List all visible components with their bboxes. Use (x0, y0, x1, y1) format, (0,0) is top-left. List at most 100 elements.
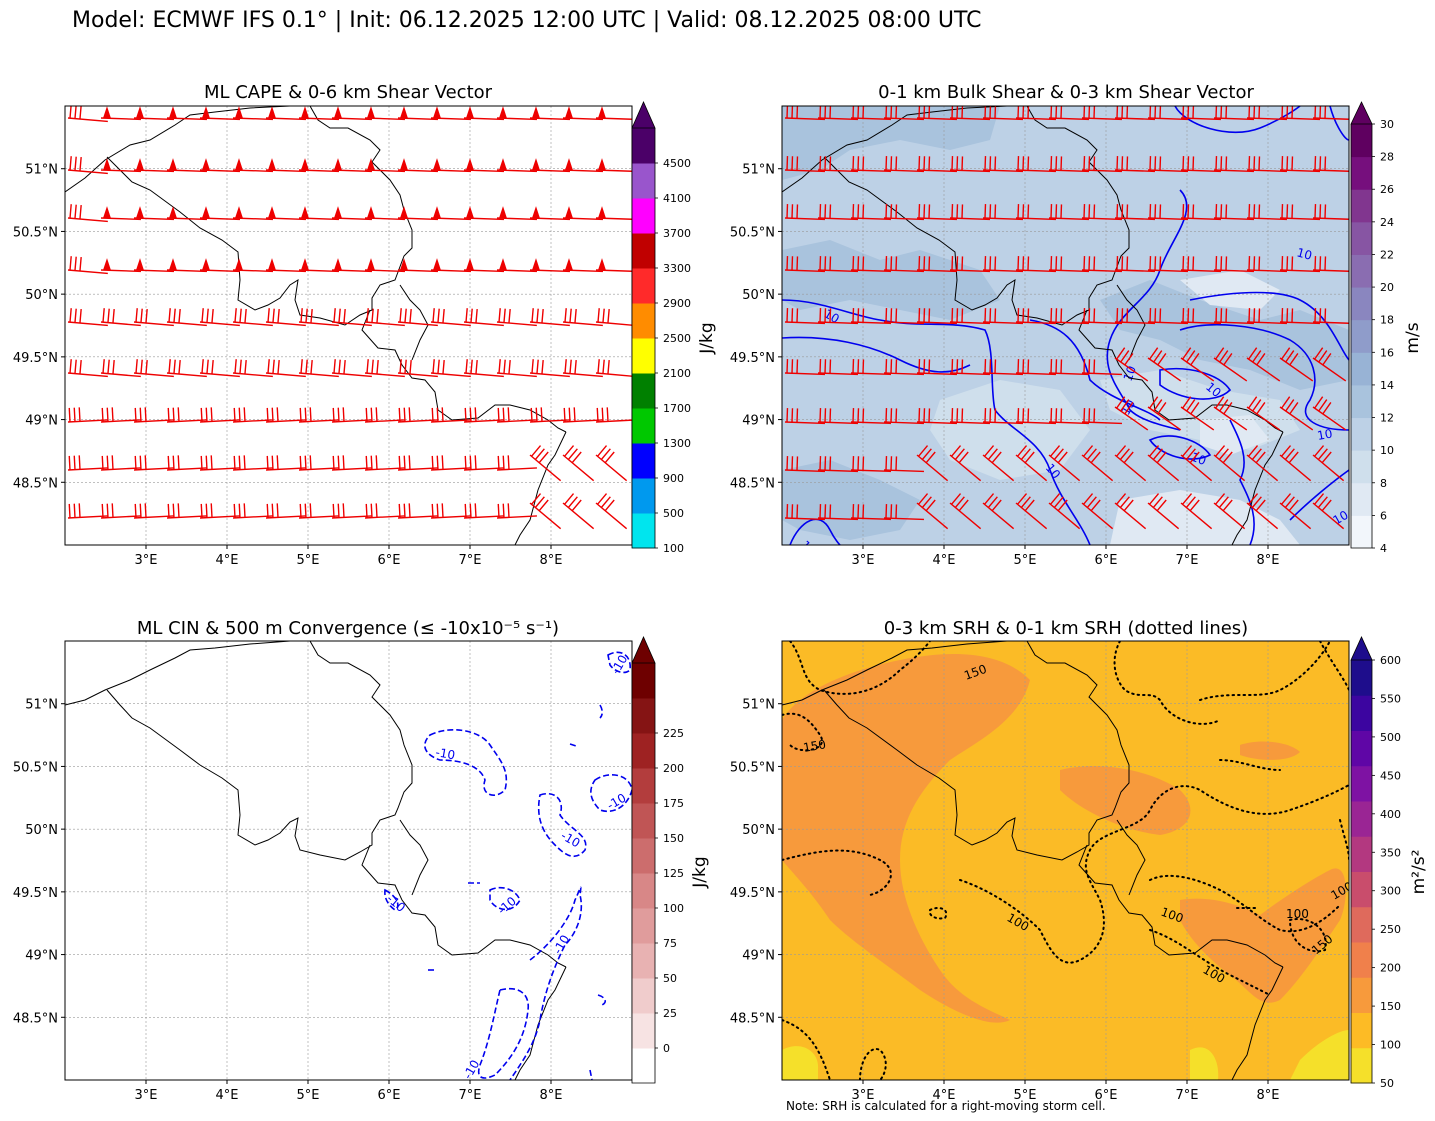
colorbar-tick-label: 4500 (663, 157, 691, 170)
barb-line (167, 455, 170, 470)
barb-line (1120, 399, 1130, 412)
barb-line (1086, 496, 1097, 508)
contour-label: 150 (802, 737, 827, 755)
colorbar-tick-label: 0 (663, 1042, 670, 1055)
barb-line (1252, 350, 1262, 363)
barb-line (470, 359, 473, 374)
barb-line (79, 360, 82, 375)
barb-line (206, 359, 209, 374)
barb-shaft (1048, 454, 1081, 482)
colorbar-tick-label: 450 (1380, 769, 1401, 782)
barb-line (106, 455, 109, 470)
barb-line (74, 204, 77, 219)
colorbar-segment (1351, 906, 1372, 943)
barb-shaft (883, 321, 925, 325)
barb-shaft (1048, 502, 1081, 530)
barb-shaft (562, 217, 604, 221)
barb-pennant (102, 258, 111, 271)
colorbar-tick-label: 14 (1380, 379, 1394, 392)
barb-line (1247, 493, 1259, 505)
colorbar-tick-label: 100 (1380, 1039, 1401, 1052)
barb-line (1280, 445, 1292, 457)
barb-line (234, 308, 237, 323)
barb-line (597, 359, 600, 374)
barb-line (305, 308, 308, 323)
barb-line (101, 503, 104, 518)
barb-shaft (430, 419, 471, 423)
panel-cin: ML CIN & 500 m Convergence (≤ -10x10⁻⁵ s… (13, 618, 710, 1103)
barb-pennant (168, 106, 177, 119)
barb-line (474, 455, 477, 470)
barb-shaft (1180, 117, 1222, 121)
barb-shaft (100, 515, 141, 519)
barb-shaft (1015, 421, 1057, 425)
barb-line (1321, 451, 1332, 464)
colorbar-tick-label: 22 (1380, 248, 1394, 261)
barb-line (497, 455, 500, 470)
barb-shaft (1114, 269, 1156, 273)
barb-pennant (366, 106, 375, 119)
barb-line (958, 499, 969, 512)
barb-pennant (135, 206, 144, 219)
barb-line (1256, 402, 1266, 415)
barb-shaft (298, 419, 339, 423)
barb-line (68, 503, 71, 518)
colorbar-segment (1351, 942, 1372, 978)
barb-shaft (496, 419, 537, 423)
lat-tick-label: 48.5°N (730, 1011, 775, 1026)
barb-shaft (1180, 269, 1222, 273)
contour-label: 10 (822, 306, 842, 326)
barb-line (541, 360, 544, 375)
barb-shaft (232, 515, 273, 519)
barb-shaft (463, 515, 504, 519)
barb-line (1057, 499, 1068, 512)
barb-line (168, 359, 171, 374)
barb-shaft (982, 117, 1024, 121)
barb-line (408, 407, 411, 422)
barb-pennant (399, 158, 408, 171)
cin-map-background (65, 641, 632, 1080)
barb-line (1186, 350, 1196, 363)
barb-line (338, 359, 341, 374)
barb-line (1314, 347, 1324, 360)
barb-line (464, 407, 467, 422)
barb-shaft (199, 217, 241, 221)
barb-shaft (463, 169, 505, 173)
barb-line (276, 503, 279, 518)
colorbar-segment (1351, 221, 1372, 255)
barb-shaft (298, 117, 340, 121)
barb-line (464, 455, 467, 470)
colorbar-tick-label: 2500 (663, 332, 691, 345)
colorbar-segment (632, 233, 655, 269)
barb-pennant (234, 258, 243, 271)
barb-pennant (531, 106, 540, 119)
barb-line (365, 407, 368, 422)
barb-line (177, 407, 180, 422)
barb-line (68, 455, 71, 470)
barb-line (535, 407, 538, 422)
barb-shaft (784, 217, 826, 221)
barb-shaft (529, 454, 562, 482)
barb-shaft (982, 169, 1024, 173)
barb-line (1223, 402, 1233, 415)
barb-line (366, 308, 369, 323)
colorbar-tick-label: 4 (1380, 542, 1387, 555)
barb-line (408, 455, 411, 470)
panel-srh-title: 0-3 km SRH & 0-1 km SRH (dotted lines) (884, 618, 1248, 639)
barb-line (370, 503, 373, 518)
barb-shaft (850, 117, 892, 121)
barb-shaft (298, 169, 340, 173)
barb-line (200, 407, 203, 422)
barb-pennant (300, 206, 309, 219)
barb-line (1016, 445, 1028, 457)
barb-line (1215, 347, 1225, 360)
barb-shaft (1147, 321, 1189, 325)
barb-line (1086, 448, 1097, 460)
barb-shaft (133, 419, 174, 423)
lat-tick-label: 48.5°N (730, 476, 775, 491)
lon-tick-label: 4°E (216, 1088, 239, 1103)
barb-line (73, 503, 76, 518)
barb-line (210, 455, 213, 470)
colorbar-segment (632, 803, 655, 839)
barb-shaft (133, 269, 175, 273)
